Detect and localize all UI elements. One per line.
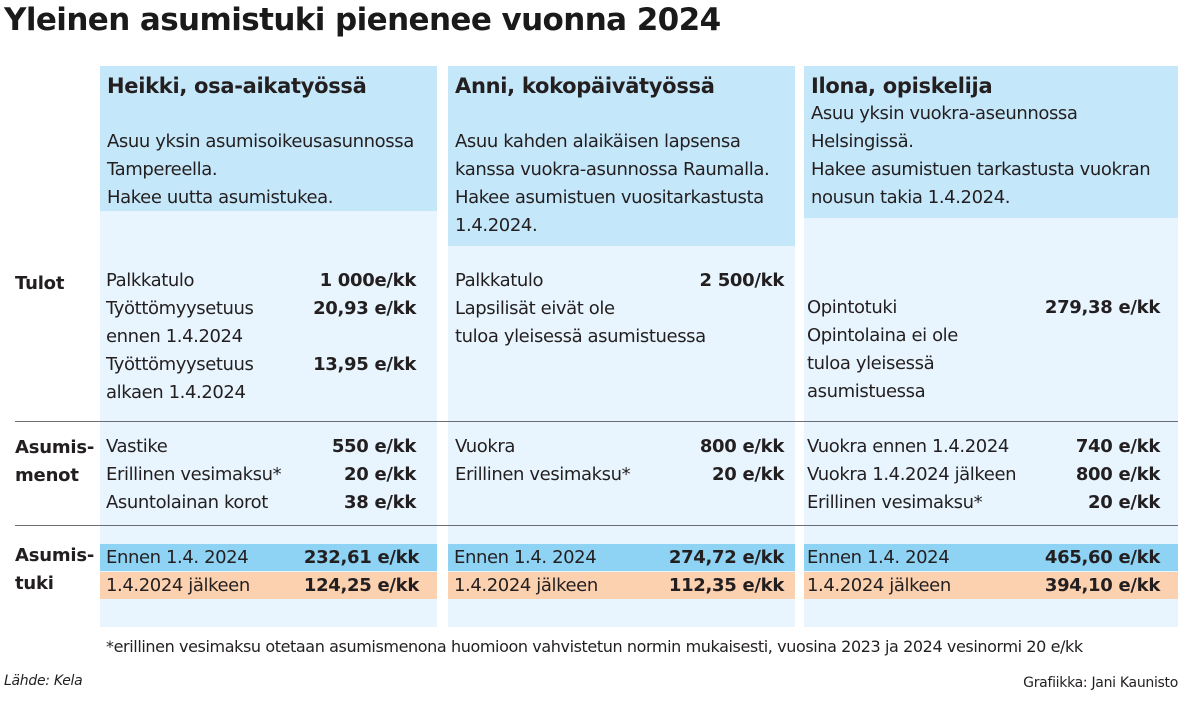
row-label-expenses: Asumis- menot: [15, 437, 95, 486]
page-title: Yleinen asumistuki pienenee vuonna 2024: [4, 2, 721, 38]
person-name: Anni, kokopäivätyössä: [455, 74, 715, 98]
support-before-band: Ennen 1.4. 2024 274,72 e/kk: [448, 544, 795, 571]
expense-label: Vuokra ennen 1.4.2024 Vuokra 1.4.2024 jä…: [807, 436, 1017, 513]
column-header: Heikki, osa-aikatyössä Asuu yksin asumis…: [100, 66, 437, 211]
support-before-band: Ennen 1.4. 2024 465,60 e/kk: [804, 544, 1178, 571]
expense-label: Vastike Erillinen vesimaksu* Asuntolaina…: [106, 436, 282, 513]
expense-value: 800 e/kk 20 e/kk: [699, 436, 784, 485]
person-name: Ilona, opiskelija: [811, 74, 993, 98]
support-after-band: 1.4.2024 jälkeen 124,25 e/kk: [100, 572, 437, 599]
support-after-band: 1.4.2024 jälkeen 394,10 e/kk: [804, 572, 1178, 599]
source-label: Lähde: Kela: [4, 673, 83, 689]
income-label: Palkkatulo Työttömyysetuus ennen 1.4.202…: [106, 270, 254, 403]
column-ilona: Ilona, opiskelija Asuu yksin vuokra-aseu…: [804, 66, 1178, 627]
person-description: Asuu kahden alaikäisen lapsensa kanssa v…: [455, 131, 770, 236]
column-anni: Anni, kokopäivätyössä Asuu kahden alaikä…: [448, 66, 795, 627]
column-heikki: Heikki, osa-aikatyössä Asuu yksin asumis…: [100, 66, 437, 627]
expense-label: Vuokra Erillinen vesimaksu*: [455, 436, 631, 485]
person-description: Asuu yksin vuokra-aseunnossa Helsingissä…: [811, 103, 1151, 208]
expense-value: 740 e/kk 800 e/kk 20 e/kk: [1075, 436, 1160, 513]
income-value: 2 500/kk: [699, 270, 785, 291]
row-label-income: Tulot: [15, 273, 65, 294]
divider: [15, 525, 1178, 526]
income-label: Opintotuki Opintolaina ei ole tuloa ylei…: [807, 297, 958, 402]
income-value: 279,38 e/kk: [1044, 297, 1160, 318]
footnote: *erillinen vesimaksu otetaan asumismenon…: [106, 637, 1083, 656]
person-description: Asuu yksin asumisoikeusasunnossa Tampere…: [107, 131, 414, 208]
column-header: Anni, kokopäivätyössä Asuu kahden alaikä…: [448, 66, 795, 246]
divider: [15, 421, 1178, 422]
credit-label: Grafiikka: Jani Kaunisto: [1023, 675, 1178, 691]
person-name: Heikki, osa-aikatyössä: [107, 74, 367, 98]
row-label-support: Asumis- tuki: [15, 545, 95, 594]
expense-value: 550 e/kk 20 e/kk 38 e/kk: [331, 436, 416, 513]
support-before-band: Ennen 1.4. 2024 232,61 e/kk: [100, 544, 437, 571]
income-label: Palkkatulo Lapsilisät eivät ole tuloa yl…: [455, 270, 706, 347]
income-value: 1 000e/kk 20,93 e/kk 13,95 e/kk: [313, 270, 416, 375]
support-after-band: 1.4.2024 jälkeen 112,35 e/kk: [448, 572, 795, 599]
column-header: Ilona, opiskelija Asuu yksin vuokra-aseu…: [804, 66, 1178, 218]
